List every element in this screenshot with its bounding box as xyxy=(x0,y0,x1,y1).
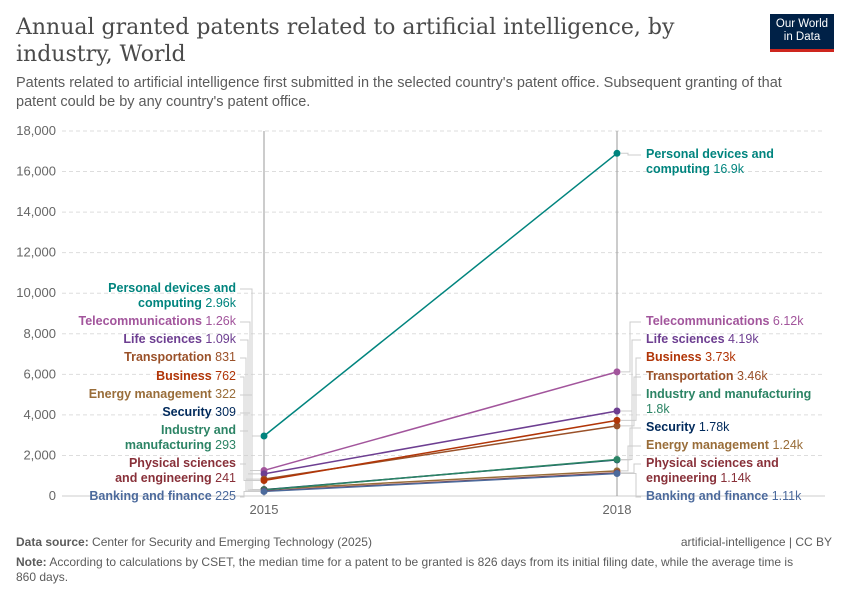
series-label[interactable]: Industry and manufacturing 293 xyxy=(71,423,236,453)
data-point xyxy=(261,477,268,484)
series-name: Energy management xyxy=(89,387,212,401)
series-name: Security xyxy=(162,405,211,419)
series-value: 1.09k xyxy=(205,332,236,346)
x-tick-label: 2015 xyxy=(250,502,279,517)
series-value: 293 xyxy=(215,438,236,452)
series-name: Business xyxy=(156,369,212,383)
label-connector xyxy=(621,322,641,372)
data-point xyxy=(261,488,268,495)
series-line xyxy=(264,471,617,490)
note: Note: According to calculations by CSET,… xyxy=(16,555,816,585)
note-label: Note: xyxy=(16,555,47,569)
series-value: 225 xyxy=(215,489,236,503)
source-label: Data source: xyxy=(16,535,89,549)
label-connector xyxy=(621,446,641,471)
series-name: Telecommunications xyxy=(79,314,202,328)
label-connector xyxy=(621,395,641,460)
series-name: Banking and finance xyxy=(89,489,211,503)
series-name: Energy management xyxy=(646,438,769,452)
series-name: Life sciences xyxy=(123,332,202,346)
series-value: 2.96k xyxy=(205,296,236,310)
series-value: 762 xyxy=(215,369,236,383)
data-point xyxy=(614,150,621,157)
y-tick-label: 16,000 xyxy=(16,164,56,179)
series-value: 831 xyxy=(215,350,236,364)
series-value: 309 xyxy=(215,405,236,419)
source-text: Center for Security and Emerging Technol… xyxy=(92,535,372,549)
data-point xyxy=(614,408,621,415)
series-label[interactable]: Banking and finance 225 xyxy=(76,489,236,504)
data-source: Data source: Center for Security and Eme… xyxy=(16,535,372,549)
label-connector xyxy=(621,473,641,497)
series-value: 6.12k xyxy=(773,314,804,328)
series-line xyxy=(264,153,617,436)
series-label[interactable]: Telecommunications 6.12k xyxy=(646,314,836,329)
note-text: According to calculations by CSET, the m… xyxy=(16,555,793,584)
series-value: 1.26k xyxy=(205,314,236,328)
y-tick-label: 14,000 xyxy=(16,204,56,219)
series-line xyxy=(264,473,617,491)
series-name: Banking and finance xyxy=(646,489,768,503)
label-connector xyxy=(621,377,641,426)
series-label[interactable]: Physical sciences and engineering 1.14k xyxy=(646,456,786,486)
series-value: 241 xyxy=(215,471,236,485)
data-point xyxy=(614,368,621,375)
series-name: Business xyxy=(646,350,702,364)
series-name: Security xyxy=(646,420,695,434)
series-name: Transportation xyxy=(646,369,734,383)
series-label[interactable]: Transportation 3.46k xyxy=(646,369,836,384)
y-tick-label: 0 xyxy=(49,488,56,503)
y-tick-label: 6,000 xyxy=(23,366,56,381)
series-value: 1.24k xyxy=(772,438,803,452)
series-value: 16.9k xyxy=(713,162,744,176)
series-label[interactable]: Telecommunications 1.26k xyxy=(76,314,236,329)
series-label[interactable]: Business 762 xyxy=(76,369,236,384)
series-value: 1.14k xyxy=(720,471,751,485)
series-name: Life sciences xyxy=(646,332,725,346)
series-label[interactable]: Energy management 1.24k xyxy=(646,438,836,453)
series-name: Industry and manufacturing xyxy=(646,387,811,401)
license[interactable]: artificial-intelligence | CC BY xyxy=(681,535,832,549)
series-label[interactable]: Life sciences 1.09k xyxy=(76,332,236,347)
y-tick-label: 10,000 xyxy=(16,285,56,300)
series-line xyxy=(264,420,617,480)
series-name: Physical sciences and engineering xyxy=(646,456,779,485)
series-label[interactable]: Business 3.73k xyxy=(646,350,836,365)
series-label[interactable]: Energy management 322 xyxy=(76,387,236,402)
series-value: 322 xyxy=(215,387,236,401)
data-point xyxy=(614,417,621,424)
series-value: 1.11k xyxy=(772,489,802,503)
series-value: 1.8k xyxy=(646,402,670,416)
data-point xyxy=(614,470,621,477)
series-name: Telecommunications xyxy=(646,314,769,328)
series-value: 1.78k xyxy=(699,420,730,434)
y-tick-label: 18,000 xyxy=(16,123,56,138)
series-label[interactable]: Personal devices and computing 2.96k xyxy=(106,281,236,311)
label-connector xyxy=(621,340,641,411)
data-point xyxy=(261,432,268,439)
label-connector xyxy=(621,464,641,473)
series-label[interactable]: Physical sciences and engineering 241 xyxy=(106,456,236,486)
series-name: Transportation xyxy=(124,350,212,364)
x-tick-label: 2018 xyxy=(603,502,632,517)
series-value: 4.19k xyxy=(728,332,759,346)
series-name: Personal devices and computing xyxy=(646,147,774,176)
series-value: 3.73k xyxy=(705,350,736,364)
series-value: 3.46k xyxy=(737,369,768,383)
y-tick-label: 4,000 xyxy=(23,407,56,422)
label-connector xyxy=(621,153,641,155)
y-tick-label: 12,000 xyxy=(16,245,56,260)
series-label[interactable]: Security 1.78k xyxy=(646,420,836,435)
label-connector xyxy=(240,413,260,490)
series-label[interactable]: Industry and manufacturing 1.8k xyxy=(646,387,816,417)
series-label[interactable]: Banking and finance 1.11k xyxy=(646,489,836,504)
y-tick-label: 2,000 xyxy=(23,447,56,462)
series-label[interactable]: Personal devices and computing 16.9k xyxy=(646,147,786,177)
y-tick-label: 8,000 xyxy=(23,326,56,341)
series-label[interactable]: Security 309 xyxy=(76,405,236,420)
series-label[interactable]: Transportation 831 xyxy=(76,350,236,365)
series-label[interactable]: Life sciences 4.19k xyxy=(646,332,836,347)
data-point xyxy=(614,456,621,463)
